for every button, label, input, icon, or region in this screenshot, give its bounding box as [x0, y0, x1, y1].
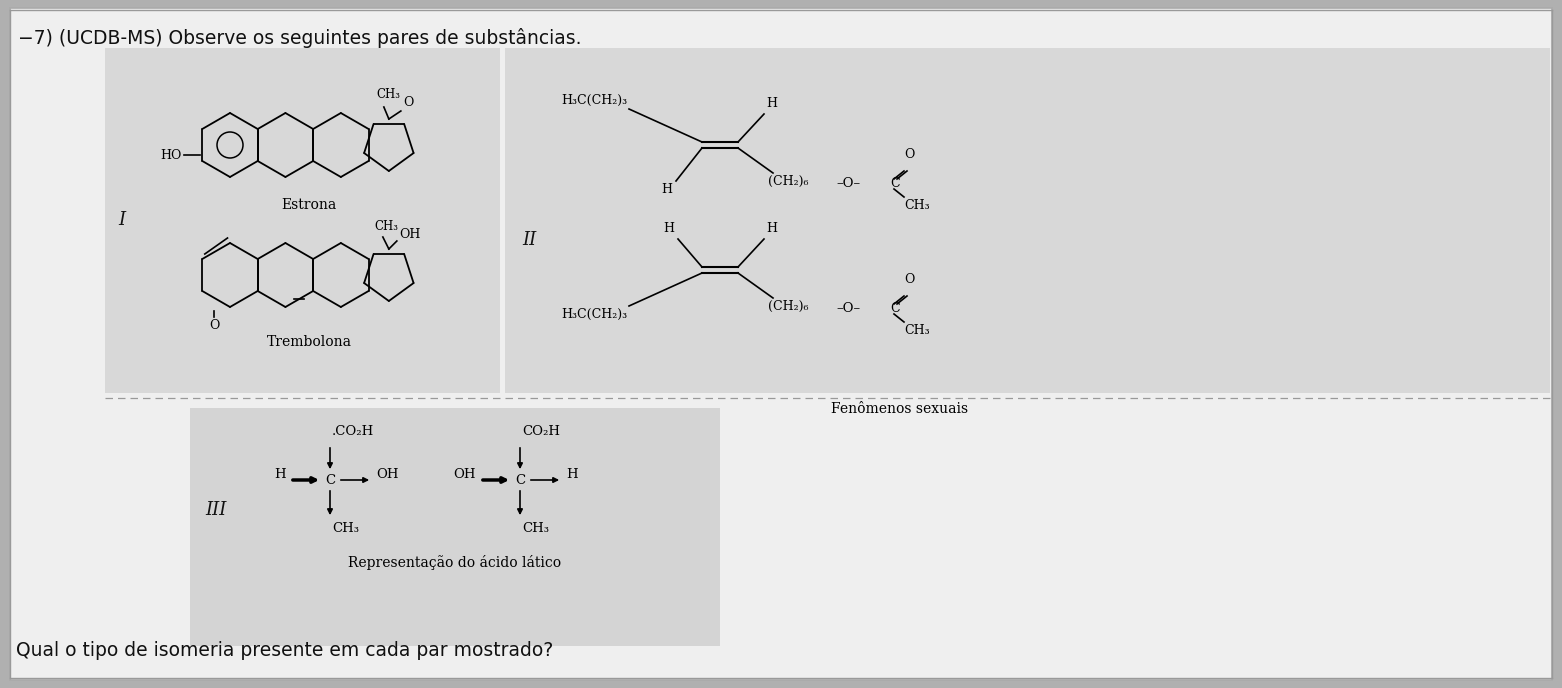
Text: O: O: [904, 273, 914, 286]
Text: O: O: [904, 148, 914, 161]
Text: II: II: [522, 231, 536, 249]
Text: CH₃: CH₃: [904, 199, 929, 212]
Text: (CH₂)₆: (CH₂)₆: [769, 300, 809, 313]
Text: H: H: [565, 468, 578, 480]
Text: H₃C(CH₂)₃: H₃C(CH₂)₃: [561, 308, 626, 321]
Text: CH₃: CH₃: [522, 522, 548, 535]
Text: H: H: [275, 468, 286, 480]
Text: CH₃: CH₃: [904, 324, 929, 337]
Text: HO: HO: [161, 149, 183, 162]
Text: Representação do ácido lático: Representação do ácido lático: [348, 555, 562, 570]
Text: H: H: [765, 97, 776, 110]
Text: CO₂H: CO₂H: [522, 425, 561, 438]
Text: Trembolona: Trembolona: [267, 335, 351, 349]
Text: OH: OH: [398, 228, 420, 241]
Text: –O–: –O–: [836, 177, 861, 190]
Text: CH₃: CH₃: [376, 88, 401, 101]
Text: H₃C(CH₂)₃: H₃C(CH₂)₃: [561, 94, 626, 107]
FancyBboxPatch shape: [9, 8, 1553, 680]
Text: C: C: [890, 302, 900, 315]
FancyBboxPatch shape: [105, 48, 500, 393]
Text: Estrona: Estrona: [281, 198, 337, 212]
FancyBboxPatch shape: [505, 48, 1550, 393]
Text: C: C: [325, 473, 336, 486]
Text: H: H: [661, 183, 672, 196]
Text: I: I: [119, 211, 125, 229]
Text: (CH₂)₆: (CH₂)₆: [769, 175, 809, 188]
Text: OH: OH: [376, 468, 398, 480]
Text: C: C: [890, 177, 900, 190]
Text: O: O: [209, 319, 219, 332]
Text: III: III: [205, 501, 226, 519]
FancyBboxPatch shape: [191, 408, 720, 646]
Text: CH₃: CH₃: [333, 522, 359, 535]
Text: −7) (UCDB-MS) Observe os seguintes pares de substâncias.: −7) (UCDB-MS) Observe os seguintes pares…: [19, 28, 581, 48]
Text: C: C: [515, 473, 525, 486]
Text: –O–: –O–: [836, 302, 861, 315]
Text: H: H: [662, 222, 673, 235]
Text: Fenômenos sexuais: Fenômenos sexuais: [831, 402, 968, 416]
Text: OH: OH: [453, 468, 476, 480]
Text: H: H: [765, 222, 776, 235]
Text: O: O: [403, 96, 414, 109]
Text: CH₃: CH₃: [375, 220, 398, 233]
Text: Qual o tipo de isomeria presente em cada par mostrado?: Qual o tipo de isomeria presente em cada…: [16, 641, 553, 660]
Text: .CO₂H: .CO₂H: [333, 425, 375, 438]
